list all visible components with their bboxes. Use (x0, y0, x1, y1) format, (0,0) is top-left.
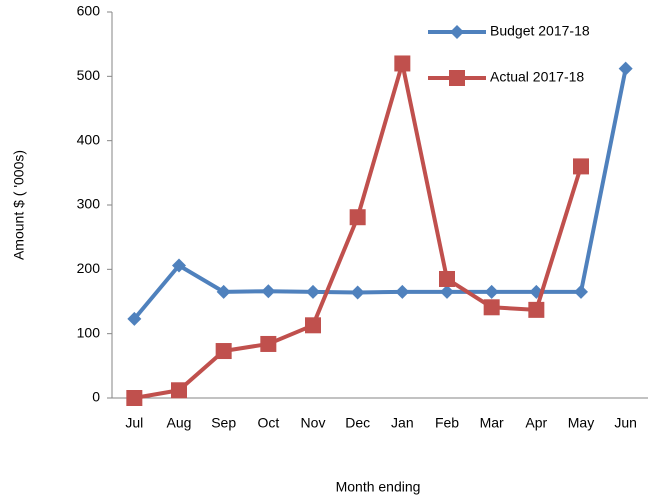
data-point (260, 335, 277, 352)
legend-label: Budget 2017-18 (490, 23, 590, 39)
data-point (216, 284, 231, 299)
legend-marker (449, 70, 465, 86)
y-tick-label: 200 (77, 260, 101, 276)
y-axis-title: Amount $ ( '000s) (11, 150, 27, 260)
data-point (483, 299, 500, 316)
y-tick-label: 0 (92, 389, 100, 405)
data-point (574, 284, 588, 299)
x-tick-label: Jun (614, 415, 637, 431)
data-point (484, 284, 499, 299)
y-tick-label: 100 (77, 324, 101, 340)
x-tick-label: May (568, 415, 594, 431)
data-point (573, 158, 589, 175)
data-point (528, 301, 545, 318)
data-point (261, 284, 276, 299)
data-point (439, 270, 455, 287)
data-point (171, 382, 187, 399)
x-tick-label: Feb (435, 415, 459, 431)
data-point (349, 209, 366, 226)
legend: Budget 2017-18 Actual 2017-18 (424, 18, 609, 114)
x-axis-title: Month ending (336, 479, 421, 495)
data-point (440, 284, 454, 299)
x-tick-label: Mar (480, 415, 504, 431)
x-tick-label: Aug (167, 415, 192, 431)
data-point (618, 61, 633, 76)
x-tick-label: Nov (301, 415, 326, 431)
data-point (305, 317, 321, 334)
y-tick-label: 600 (77, 3, 101, 19)
data-point (395, 284, 410, 299)
data-point (306, 284, 320, 299)
legend-label: Actual 2017-18 (490, 69, 584, 85)
data-point (394, 55, 411, 72)
data-point (350, 285, 365, 300)
data-point (215, 343, 232, 360)
x-tick-label: Dec (345, 415, 370, 431)
x-tick-label: Apr (525, 415, 547, 431)
x-tick-label: Jul (125, 415, 143, 431)
x-tick-label: Sep (211, 415, 236, 431)
y-tick-label: 500 (77, 67, 101, 83)
data-point (127, 311, 142, 326)
legend-marker (450, 25, 464, 39)
data-point (172, 258, 186, 273)
y-tick-label: 400 (77, 131, 101, 147)
x-tick-label: Oct (257, 415, 279, 431)
data-point (126, 390, 143, 406)
x-tick-label: Jan (391, 415, 414, 431)
y-tick-label: 300 (77, 196, 101, 212)
